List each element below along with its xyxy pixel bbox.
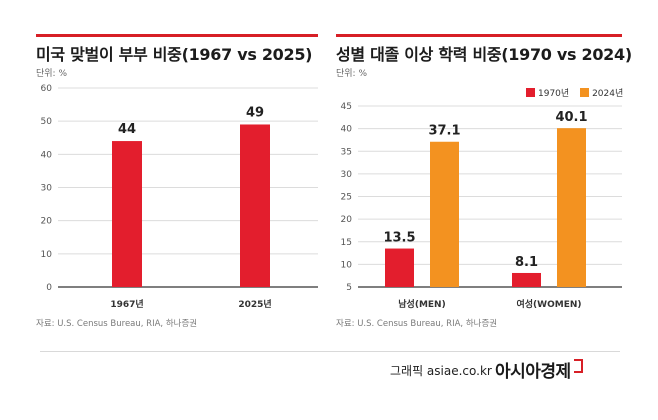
right-unit-label: 단위: % bbox=[336, 69, 368, 79]
y-tick-label: 45 bbox=[341, 102, 352, 112]
data-label: 49 bbox=[246, 105, 264, 120]
x-tick-label: 2025년 bbox=[238, 298, 271, 310]
data-label: 13.5 bbox=[383, 231, 415, 246]
data-label: 44 bbox=[118, 122, 136, 137]
y-tick-label: 40 bbox=[341, 125, 353, 135]
y-tick-label: 15 bbox=[341, 238, 352, 248]
y-tick-label: 10 bbox=[341, 260, 353, 270]
right-source-note: 자료: U.S. Census Bureau, RIA, 하나증권 bbox=[336, 319, 498, 329]
bar bbox=[557, 128, 586, 287]
legend-label-2024: 2024년 bbox=[592, 89, 624, 99]
legend-item-2024: 2024년 bbox=[580, 88, 624, 99]
right-legend: 1970년 2024년 bbox=[518, 86, 623, 99]
y-tick-label: 30 bbox=[341, 170, 353, 180]
bar bbox=[240, 124, 270, 287]
left-accent-bar bbox=[36, 34, 318, 37]
left-bar-chart: 0 10 20 30 40 50 60 44 1967년 49 2025년 bbox=[41, 84, 318, 310]
legend-label-1970: 1970년 bbox=[538, 89, 570, 99]
y-tick-label: 20 bbox=[341, 215, 353, 225]
bar bbox=[385, 248, 414, 287]
data-label: 40.1 bbox=[555, 110, 587, 125]
brand-logo: 아시아경제 bbox=[495, 362, 571, 382]
bar bbox=[512, 272, 541, 287]
footer-divider bbox=[40, 351, 620, 352]
bar bbox=[112, 141, 142, 287]
data-label: 37.1 bbox=[428, 124, 460, 139]
y-tick-label: 10 bbox=[41, 250, 53, 260]
x-tick-label: 여성(WOMEN) bbox=[516, 298, 581, 310]
right-accent-bar bbox=[336, 34, 622, 37]
legend-swatch-2024 bbox=[580, 88, 590, 97]
data-label: 8.1 bbox=[515, 255, 538, 270]
y-tick-label: 25 bbox=[341, 193, 352, 203]
brand-mark-icon bbox=[574, 359, 583, 373]
x-tick-label: 남성(MEN) bbox=[398, 298, 445, 310]
legend-swatch-1970 bbox=[526, 88, 535, 97]
x-tick-label: 1967년 bbox=[110, 298, 143, 310]
y-tick-label: 50 bbox=[41, 117, 53, 127]
y-tick-label: 30 bbox=[41, 184, 53, 194]
legend-item-1970: 1970년 bbox=[526, 88, 570, 99]
right-chart-title: 성별 대졸 이상 학력 비중(1970 vs 2024) bbox=[336, 45, 632, 64]
graphic-credit: 그래픽 asiae.co.kr bbox=[390, 364, 492, 378]
right-bar-chart: 5 10 15 20 25 30 35 40 45 13.5 37.1 남성(MEN) 8.1 40.1 여… bbox=[341, 102, 622, 310]
y-tick-label: 0 bbox=[46, 283, 52, 293]
y-tick-label: 5 bbox=[346, 283, 352, 293]
y-tick-label: 60 bbox=[41, 84, 53, 94]
bar bbox=[430, 141, 459, 287]
y-tick-label: 35 bbox=[341, 147, 352, 157]
left-unit-label: 단위: % bbox=[36, 69, 68, 79]
y-tick-label: 40 bbox=[41, 150, 53, 160]
left-source-note: 자료: U.S. Census Bureau, RIA, 하나증권 bbox=[36, 319, 198, 329]
left-chart-title: 미국 맞벌이 부부 비중(1967 vs 2025) bbox=[36, 45, 313, 64]
y-tick-label: 20 bbox=[41, 217, 53, 227]
